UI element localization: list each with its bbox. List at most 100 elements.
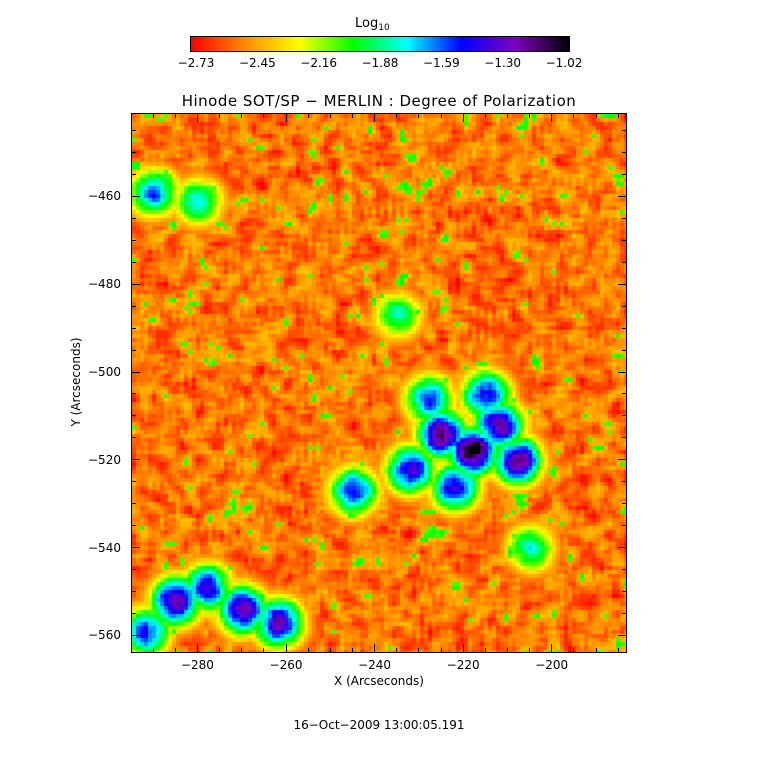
y-major-tick — [618, 634, 627, 636]
x-minor-tick — [241, 113, 243, 118]
x-minor-tick — [174, 648, 176, 653]
x-minor-tick — [595, 648, 597, 653]
y-major-tick — [131, 634, 140, 636]
polarization-heatmap — [132, 114, 626, 652]
y-major-tick — [618, 547, 627, 549]
y-major-tick — [131, 371, 140, 373]
x-minor-tick — [595, 113, 597, 118]
x-minor-tick — [440, 648, 442, 653]
x-major-tick — [462, 644, 464, 653]
y-major-tick — [131, 459, 140, 461]
x-minor-tick — [152, 113, 154, 118]
colorbar-title: Log10 — [355, 16, 390, 33]
x-minor-tick — [396, 113, 398, 118]
x-minor-tick — [351, 113, 353, 118]
y-minor-tick — [131, 415, 136, 417]
y-minor-tick — [622, 305, 627, 307]
y-minor-tick — [622, 612, 627, 614]
colorbar-tick-label: −2.45 — [238, 56, 276, 70]
x-minor-tick — [174, 113, 176, 118]
x-major-tick — [462, 113, 464, 122]
x-major-tick — [285, 113, 287, 122]
y-major-tick — [618, 283, 627, 285]
x-minor-tick — [263, 113, 265, 118]
x-minor-tick — [506, 113, 508, 118]
y-minor-tick — [131, 327, 136, 329]
y-major-tick — [618, 195, 627, 197]
x-minor-tick — [241, 648, 243, 653]
y-minor-tick — [622, 239, 627, 241]
y-minor-tick — [622, 393, 627, 395]
y-major-tick — [131, 547, 140, 549]
y-axis-label: Y (Arcseconds) — [69, 337, 83, 427]
y-minor-tick — [622, 503, 627, 505]
x-minor-tick — [484, 113, 486, 118]
x-minor-tick — [307, 648, 309, 653]
y-minor-tick — [131, 349, 136, 351]
y-minor-tick — [622, 569, 627, 571]
x-minor-tick — [440, 113, 442, 118]
y-minor-tick — [622, 327, 627, 329]
y-tick-label: −460 — [88, 189, 121, 204]
x-major-tick — [196, 644, 198, 653]
y-major-tick — [618, 371, 627, 373]
x-minor-tick — [484, 648, 486, 653]
x-tick-label: −200 — [535, 658, 569, 672]
y-minor-tick — [622, 173, 627, 175]
y-tick-label: −480 — [88, 277, 121, 292]
x-minor-tick — [573, 113, 575, 118]
y-minor-tick — [622, 261, 627, 263]
y-minor-tick — [131, 591, 136, 593]
y-major-tick — [618, 459, 627, 461]
x-major-tick — [551, 113, 553, 122]
y-minor-tick — [622, 349, 627, 351]
x-minor-tick — [329, 648, 331, 653]
plot-title: Hinode SOT/SP − MERLIN : Degree of Polar… — [181, 92, 577, 110]
x-major-tick — [285, 644, 287, 653]
x-minor-tick — [219, 113, 221, 118]
x-minor-tick — [418, 648, 420, 653]
y-minor-tick — [622, 481, 627, 483]
x-minor-tick — [617, 113, 619, 118]
colorbar-tick-label: −1.30 — [484, 56, 522, 70]
x-minor-tick — [529, 648, 531, 653]
x-minor-tick — [573, 648, 575, 653]
y-minor-tick — [131, 173, 136, 175]
x-minor-tick — [418, 113, 420, 118]
y-tick-label: −560 — [88, 628, 121, 643]
x-minor-tick — [263, 648, 265, 653]
y-minor-tick — [131, 393, 136, 395]
y-minor-tick — [131, 569, 136, 571]
x-tick-label: −240 — [358, 658, 392, 672]
x-major-tick — [374, 644, 376, 653]
y-minor-tick — [622, 152, 627, 153]
y-tick-label: −540 — [88, 540, 121, 555]
colorbar-tick-label: −1.59 — [422, 56, 460, 70]
y-minor-tick — [622, 437, 627, 439]
y-minor-tick — [622, 217, 627, 219]
y-minor-tick — [131, 525, 136, 527]
x-tick-label: −220 — [446, 658, 480, 672]
x-minor-tick — [396, 648, 398, 653]
y-minor-tick — [131, 130, 136, 132]
x-minor-tick — [506, 648, 508, 653]
x-minor-tick — [529, 113, 531, 118]
y-minor-tick — [131, 612, 136, 614]
y-minor-tick — [131, 261, 136, 263]
x-minor-tick — [351, 648, 353, 653]
x-major-tick — [551, 644, 553, 653]
y-minor-tick — [622, 525, 627, 527]
y-major-tick — [131, 195, 140, 197]
x-axis-label: X (Arcseconds) — [334, 674, 424, 688]
y-minor-tick — [131, 217, 136, 219]
y-minor-tick — [131, 239, 136, 241]
y-major-tick — [131, 283, 140, 285]
y-tick-label: −500 — [88, 365, 121, 380]
colorbar-tick-label: −1.02 — [545, 56, 583, 70]
colorbar — [190, 36, 570, 52]
colorbar-tick-label: −1.88 — [361, 56, 399, 70]
y-minor-tick — [622, 415, 627, 417]
y-minor-tick — [622, 130, 627, 132]
x-minor-tick — [219, 648, 221, 653]
y-minor-tick — [131, 481, 136, 483]
